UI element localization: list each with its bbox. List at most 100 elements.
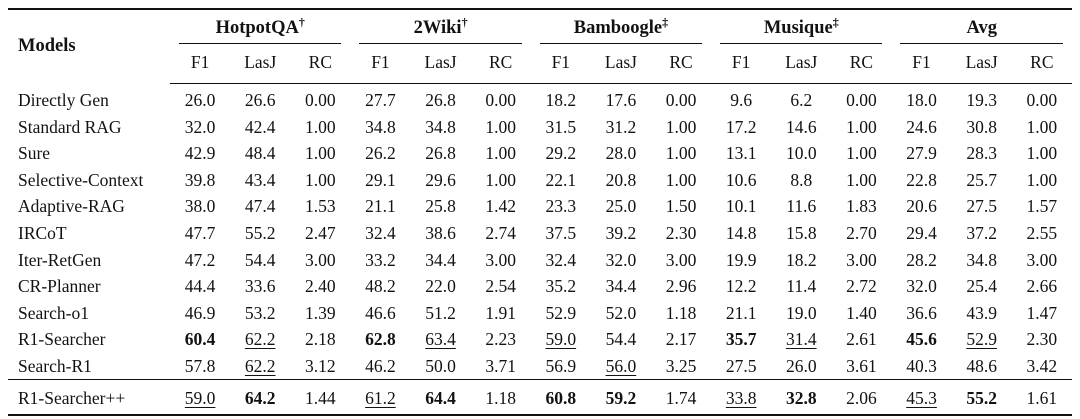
group-underline (900, 43, 1063, 44)
group-label: 2Wiki† (413, 14, 468, 38)
group-underline (179, 43, 342, 44)
metric-cell: 34.8 (966, 249, 997, 270)
metric-cell: 33.6 (244, 276, 276, 297)
metric-cell: 38.6 (425, 222, 456, 243)
metric-cell: 59.0 (545, 329, 577, 350)
group-header-2wiki: 2Wiki† (350, 9, 530, 44)
metric-cell: 1.53 (305, 196, 336, 217)
metric-cell: 0.00 (305, 90, 336, 110)
table-row: Search-R1 57.8 62.2 3.12 46.2 50.0 3.71 56.9 56.… (8, 353, 1072, 380)
metric-cell: 29.2 (545, 143, 577, 164)
metric-cell: 46.2 (365, 355, 396, 376)
metric-cell: 23.3 (545, 196, 577, 217)
metric-cell: 31.4 (785, 329, 817, 350)
metric-cell: 26.6 (244, 90, 276, 110)
metric-cell: 57.8 (184, 355, 216, 376)
metric-cell: 26.0 (184, 90, 216, 110)
metric-cell: 42.9 (184, 143, 216, 164)
metric-cell: 46.6 (365, 302, 396, 323)
metric-cell: 2.66 (1026, 276, 1058, 297)
metric-cell: 26.2 (365, 143, 396, 164)
metric-cell: 47.2 (184, 249, 216, 270)
metric-cell: 1.00 (305, 169, 336, 190)
metric-cell: 52.9 (545, 302, 577, 323)
metric-cell: 1.00 (485, 143, 516, 164)
metric-cell: 17.2 (725, 116, 757, 137)
metric-header-rc: RC (831, 44, 892, 84)
metric-cell: 3.25 (665, 355, 697, 376)
metric-cell: 3.71 (485, 355, 516, 376)
metric-cell: 56.9 (545, 355, 577, 376)
metric-cell: 52.9 (966, 329, 997, 350)
table-row: R1-Searcher 60.4 62.2 2.18 62.8 63.4 2.23 59.0 5… (8, 326, 1072, 353)
model-name: IRCoT (18, 222, 67, 243)
double-dagger-symbol: ‡ (662, 14, 669, 29)
metric-cell: 1.83 (846, 196, 877, 217)
metric-cell: 19.3 (966, 90, 997, 110)
metric-cell: 48.6 (966, 355, 997, 376)
metric-cell: 27.9 (906, 143, 937, 164)
group-label: Musique‡ (763, 14, 839, 38)
model-name: R1-Searcher++ (8, 379, 171, 416)
metric-cell: 22.0 (425, 276, 456, 297)
metric-cell: 1.18 (470, 379, 531, 416)
results-table: Models HotpotQA† 2Wiki† Bamboogle‡ Musiq… (8, 8, 1072, 417)
table-row: Standard RAG 32.0 42.4 1.00 34.8 34.8 1.00 31.5… (8, 113, 1072, 140)
metric-cell: 29.1 (365, 169, 396, 190)
metric-cell: 53.2 (244, 302, 276, 323)
metric-cell: 34.4 (425, 249, 456, 270)
metric-cell: 2.06 (831, 379, 892, 416)
group-underline (539, 43, 703, 44)
metric-cell: 63.4 (425, 329, 456, 350)
table-header: Models HotpotQA† 2Wiki† Bamboogle‡ Musiq… (8, 9, 1072, 84)
metric-cell: 39.8 (184, 169, 216, 190)
metric-cell: 19.0 (785, 302, 817, 323)
group-underline (359, 43, 522, 44)
results-table-container: Models HotpotQA† 2Wiki† Bamboogle‡ Musiq… (8, 8, 1072, 417)
metric-cell: 21.1 (725, 302, 757, 323)
metric-cell: 22.8 (906, 169, 937, 190)
metric-cell: 51.2 (425, 302, 456, 323)
metric-cell: 48.4 (244, 143, 276, 164)
metric-cell: 3.00 (485, 249, 516, 270)
metric-header-rc: RC (650, 44, 712, 84)
group-label: Bamboogle‡ (573, 14, 669, 38)
metric-cell: 2.96 (665, 276, 697, 297)
metric-cell: 25.4 (966, 276, 997, 297)
metric-cell: 35.2 (545, 276, 577, 297)
metric-cell: 11.4 (786, 276, 817, 297)
metric-cell: 38.0 (184, 196, 216, 217)
metric-cell: 28.0 (605, 143, 637, 164)
model-name: Standard RAG (18, 116, 122, 137)
model-name: Adaptive-RAG (18, 196, 125, 217)
metric-cell: 56.0 (605, 355, 637, 376)
metric-cell: 2.72 (846, 276, 877, 297)
metric-cell: 44.4 (184, 276, 216, 297)
metric-cell: 10.1 (725, 196, 757, 217)
model-name: Search-R1 (18, 355, 92, 376)
metric-header-lasj: LasJ (951, 44, 1012, 84)
metric-cell: 0.00 (665, 90, 697, 110)
group-underline (720, 43, 883, 44)
metric-cell: 1.00 (485, 169, 516, 190)
metric-cell: 55.2 (244, 222, 276, 243)
metric-cell: 6.2 (790, 90, 813, 110)
metric-header-f1: F1 (530, 44, 591, 84)
metric-cell: 10.0 (785, 143, 817, 164)
metric-header-rc: RC (1011, 44, 1072, 84)
dagger-symbol: † (461, 14, 468, 29)
metric-cell: 25.7 (966, 169, 997, 190)
metric-cell: 1.00 (665, 169, 697, 190)
metric-cell: 62.8 (365, 329, 396, 350)
metric-cell: 29.6 (425, 169, 456, 190)
metric-cell: 1.00 (305, 143, 336, 164)
metric-cell: 1.00 (1026, 143, 1058, 164)
metric-cell: 32.4 (365, 222, 396, 243)
metric-cell: 60.4 (184, 329, 216, 350)
metric-cell: 1.74 (650, 379, 712, 416)
metric-header-f1: F1 (170, 44, 231, 84)
metric-cell: 34.4 (605, 276, 637, 297)
metric-cell: 1.44 (290, 379, 351, 416)
metric-header-f1: F1 (711, 44, 772, 84)
table-row: Iter-RetGen 47.2 54.4 3.00 33.2 34.4 3.00 32.4 3… (8, 246, 1072, 273)
